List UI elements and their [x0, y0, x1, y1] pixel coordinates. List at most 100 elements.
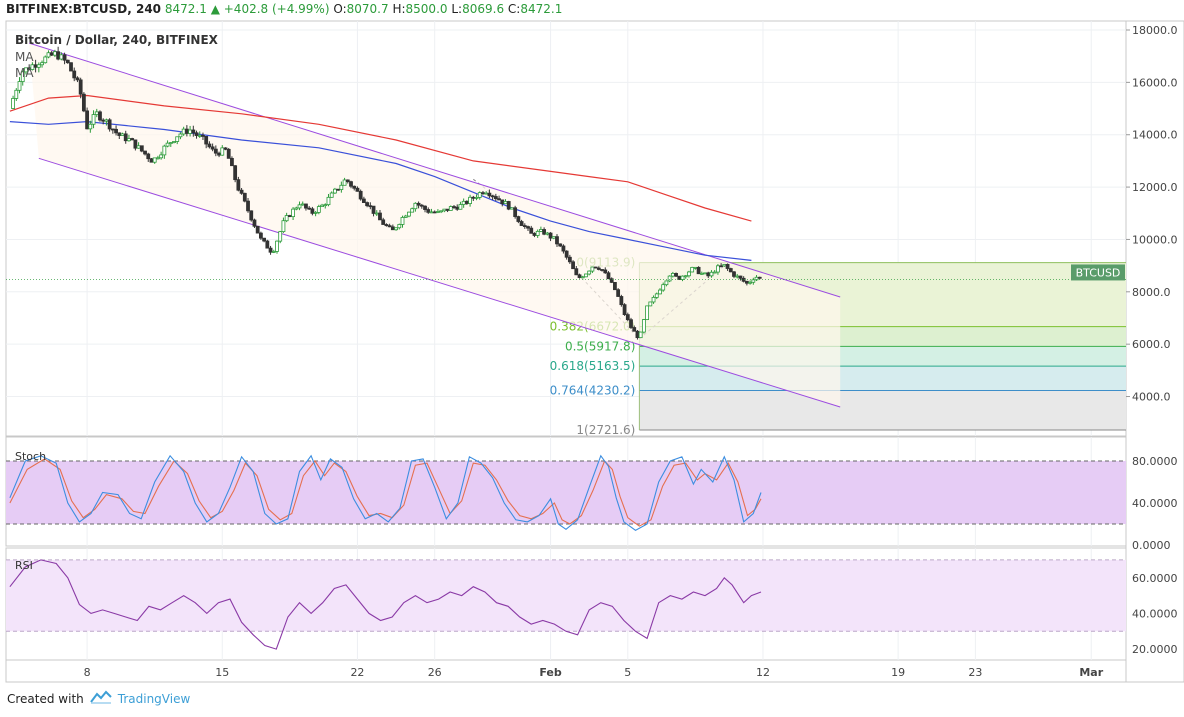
price-tick-label-0: 18000.0 [1132, 24, 1178, 37]
symbol-header: BITFINEX:BTCUSD, 240 8472.1 ▲ +402.8 (+4… [6, 2, 562, 16]
candle-body [683, 275, 688, 278]
candle-body [310, 208, 315, 214]
candle-body [619, 296, 624, 306]
fib-level-label-4: 0.764(4230.2) [550, 384, 636, 398]
candle-body [130, 138, 135, 141]
candle-body [699, 272, 704, 275]
candle-body [442, 208, 447, 212]
candle-body [278, 231, 283, 242]
candle-body [419, 204, 424, 207]
candle-body [497, 198, 501, 201]
candle-body [194, 132, 199, 136]
candlestick-series: BTCUSD [6, 46, 1126, 340]
candle-body [603, 269, 608, 274]
candle-body [268, 247, 273, 253]
candle-body [413, 202, 418, 210]
candle-body [123, 133, 128, 142]
candle-body [487, 192, 492, 197]
candle-body [159, 154, 164, 159]
candle-body [91, 114, 96, 125]
candle-body [374, 212, 379, 215]
time-tick-label-1: 15 [215, 666, 229, 679]
price-axis-strip [1125, 20, 1184, 683]
candle-body [448, 206, 453, 211]
candle-body [593, 266, 598, 269]
candle-body [149, 158, 154, 163]
stoch-tick-label-0: 80.0000 [1132, 455, 1178, 468]
created-with-text: Created with [7, 691, 84, 706]
candle-body [716, 265, 720, 273]
price-tick-label-4: 10000.0 [1132, 233, 1178, 246]
candle-body [674, 273, 678, 277]
candle-body [69, 62, 73, 72]
rsi-title-text: RSI [15, 559, 33, 572]
channel-lower-line [38, 157, 841, 408]
ma-label-2[interactable]: MA [15, 66, 34, 80]
candle-body [625, 314, 630, 321]
candle-body [297, 204, 302, 209]
candle-body [184, 128, 189, 134]
last-price: 8472.1 [164, 2, 207, 16]
price-tick-label-6: 6000.0 [1132, 338, 1171, 351]
candle-body [146, 153, 151, 160]
ma-label-1[interactable]: MA [15, 50, 34, 64]
candle-body [516, 216, 521, 222]
candle-body [342, 179, 347, 186]
price-change: +402.8 (+4.99%) [223, 2, 330, 16]
candle-body [246, 200, 250, 212]
candle-body [732, 271, 736, 277]
symbol-label[interactable]: BITFINEX:BTCUSD, 240 [6, 2, 162, 16]
candle-body [484, 192, 489, 195]
candle-body [262, 237, 267, 242]
stoch-k-line [9, 454, 762, 531]
candle-body [622, 304, 627, 316]
candle-body [156, 157, 160, 160]
open-label: O: [333, 2, 347, 16]
candle-body [56, 51, 61, 60]
tradingview-link[interactable]: TradingView [117, 691, 191, 706]
candle-body [658, 289, 662, 295]
candle-body [571, 261, 575, 270]
candle-body [339, 184, 344, 190]
candle-body [416, 202, 421, 206]
candle-body [561, 245, 566, 252]
tradingview-logo-icon[interactable] [89, 690, 112, 707]
candle-body [461, 200, 466, 205]
candle-body [510, 207, 514, 210]
candle-body [735, 275, 740, 278]
candle-body [751, 279, 756, 283]
candle-body [725, 264, 730, 269]
candle-body [635, 330, 640, 339]
candle-body [49, 52, 54, 56]
candle-body [670, 273, 675, 277]
time-axis-strip [5, 659, 1127, 683]
candle-body [616, 289, 621, 297]
time-tick-label-5: 5 [624, 666, 631, 679]
price-tick-label-7: 4000.0 [1132, 391, 1171, 404]
candle-body [252, 219, 257, 227]
candle-body [493, 196, 498, 200]
candle-body [226, 148, 231, 159]
stoch-band-fill [6, 461, 1126, 524]
candle-body [249, 210, 254, 221]
candle-body [429, 211, 434, 214]
candle-body [481, 192, 485, 195]
candle-body [181, 128, 186, 135]
low-label: L: [451, 2, 463, 16]
candle-body [693, 266, 698, 269]
candle-body [423, 205, 427, 210]
candle-body [538, 229, 543, 232]
candle-body [596, 267, 601, 270]
candle-body [378, 212, 382, 221]
candle-body [526, 226, 530, 229]
candle-body [33, 64, 38, 68]
candle-body [384, 224, 389, 227]
candle-body [336, 188, 341, 191]
candle-body [17, 81, 22, 91]
candle-body [455, 206, 460, 210]
candle-body [474, 196, 479, 199]
candle-body [65, 59, 70, 64]
candle-body [748, 281, 752, 284]
candle-body [201, 134, 205, 137]
candle-body [239, 189, 244, 194]
